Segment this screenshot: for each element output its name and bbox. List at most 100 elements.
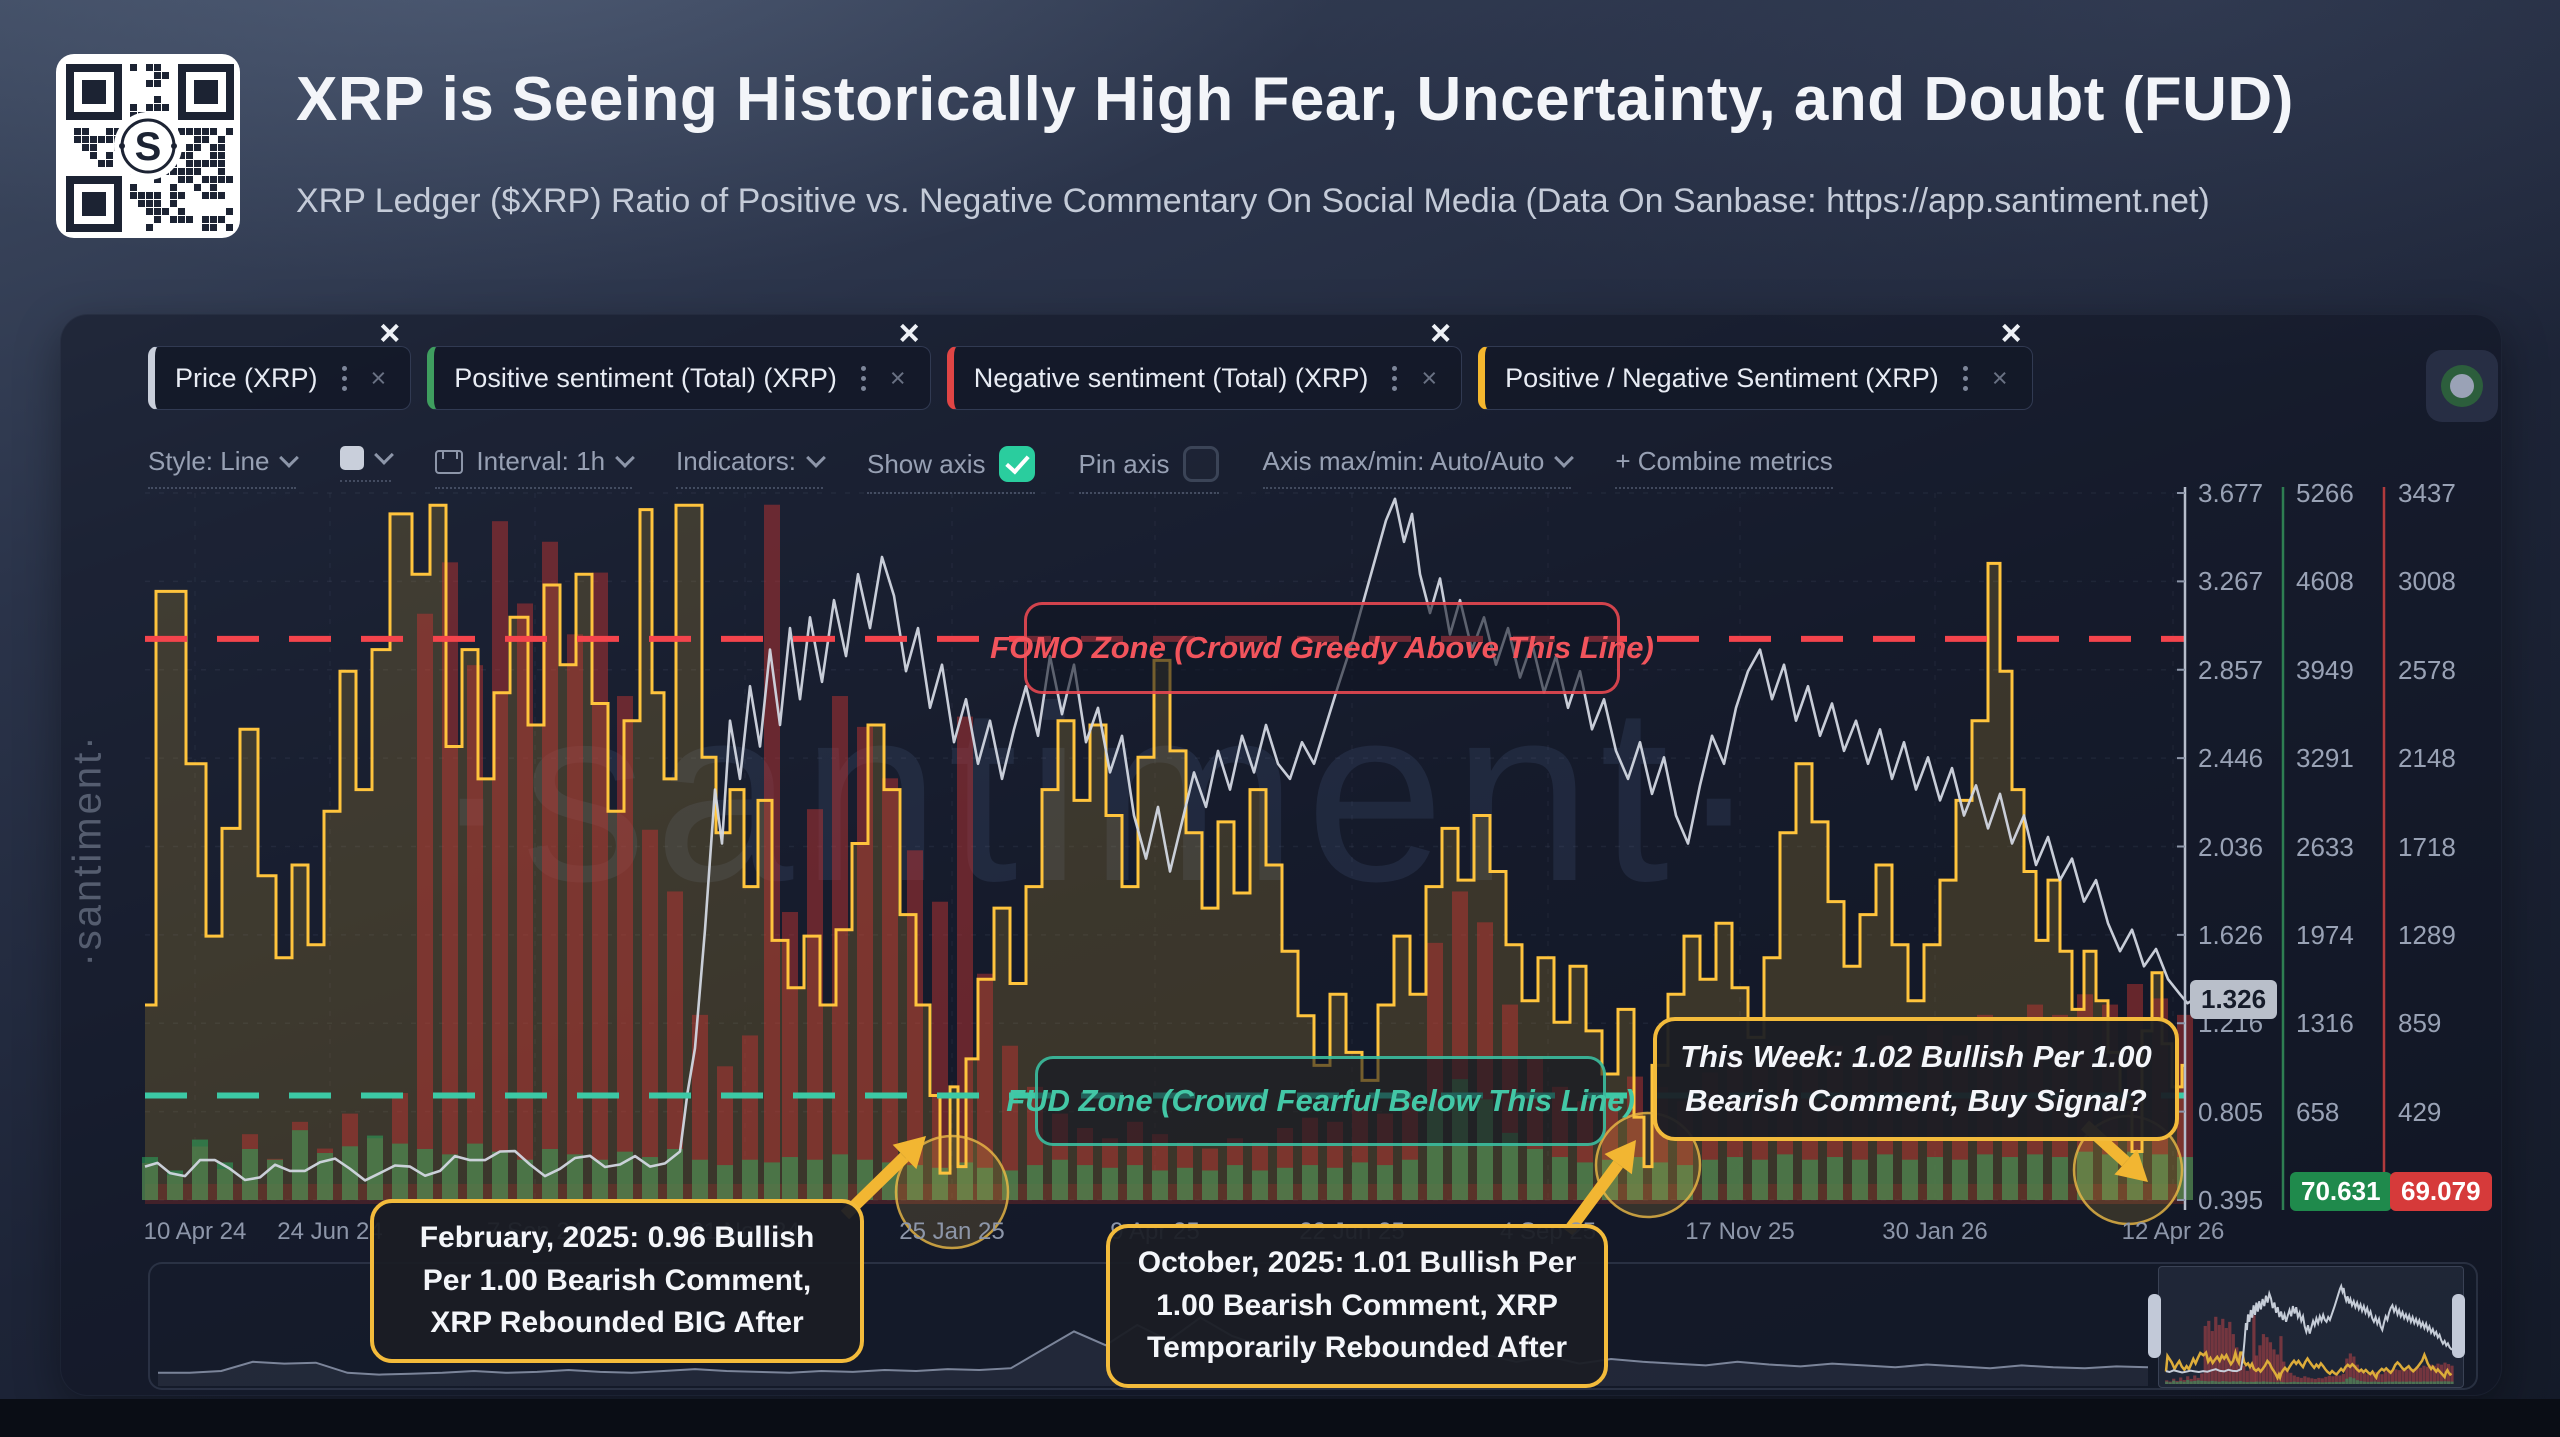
- show-axis-label: Show axis: [867, 448, 986, 479]
- y-tick-label: 2148: [2398, 743, 2456, 774]
- kebab-menu-icon[interactable]: [857, 365, 870, 391]
- annotation-line: This Week: 1.02 Bullish Per 1.00: [1680, 1039, 2152, 1074]
- metric-chip-positive-sentiment[interactable]: Positive sentiment (Total) (XRP) × ×: [427, 315, 931, 410]
- chip-remove-button[interactable]: ×: [898, 312, 920, 353]
- watermark-side: ·santiment·: [65, 733, 110, 967]
- close-icon[interactable]: ×: [370, 362, 387, 393]
- metric-chip-label: Positive / Negative Sentiment (XRP): [1505, 362, 1939, 393]
- color-swatch-icon: [340, 446, 365, 470]
- combine-metrics-button[interactable]: + Combine metrics: [1615, 446, 1833, 489]
- pin-axis-toggle[interactable]: Pin axis: [1078, 446, 1219, 494]
- chevron-down-icon: [806, 448, 826, 468]
- annotation-line: October, 2025: 1.01 Bullish Per: [1137, 1246, 1577, 1279]
- svg-text:S: S: [135, 125, 162, 169]
- y-tick-label: 2.857: [2198, 654, 2264, 685]
- minimap-selection[interactable]: [2158, 1266, 2464, 1388]
- qr-code: S: [56, 54, 240, 238]
- interval-icon: [435, 449, 464, 474]
- annotation-october-2025: October, 2025: 1.01 Bullish Per 1.00 Bea…: [1106, 1224, 1608, 1388]
- positive-sentiment-badge: 70.631: [2290, 1172, 2392, 1211]
- minimap-handle-right[interactable]: [2452, 1294, 2465, 1358]
- price-badge: 1.326: [2190, 980, 2278, 1020]
- style-label: Style: Line: [148, 446, 270, 476]
- y-tick-label: 1289: [2398, 919, 2456, 950]
- combine-metrics-label: + Combine metrics: [1615, 446, 1833, 476]
- x-tick-label: 24 Jun 24: [277, 1218, 383, 1245]
- y-tick-label: 2578: [2398, 654, 2456, 685]
- show-axis-toggle[interactable]: Show axis: [867, 446, 1035, 494]
- y-tick-label: 1316: [2296, 1008, 2354, 1039]
- x-tick-label: 17 Nov 25: [1685, 1218, 1795, 1245]
- watermark-center: ·santiment·: [430, 650, 1768, 937]
- chip-remove-button[interactable]: ×: [379, 312, 401, 353]
- annotation-line: 1.00 Bearish Comment, XRP: [1156, 1288, 1558, 1322]
- y-tick-label: 3008: [2398, 566, 2456, 597]
- record-icon: [2441, 365, 2483, 407]
- x-tick-label: 10 Apr 24: [143, 1218, 247, 1245]
- y-tick-label: 5266: [2296, 478, 2354, 508]
- interval-dropdown[interactable]: Interval: 1h: [435, 446, 635, 489]
- annotation-this-week: This Week: 1.02 Bullish Per 1.00 Bearish…: [1653, 1017, 2179, 1142]
- checkbox-checked-icon[interactable]: [998, 446, 1035, 482]
- axis-maxmin-dropdown[interactable]: Axis max/min: Auto/Auto: [1262, 446, 1575, 489]
- metric-chip-label: Negative sentiment (Total) (XRP): [973, 362, 1369, 393]
- y-tick-label: 429: [2398, 1096, 2442, 1127]
- live-indicator-button[interactable]: [2426, 350, 2498, 422]
- y-tick-label: 3.677: [2198, 478, 2264, 508]
- y-tick-label: 3.267: [2198, 566, 2264, 597]
- y-tick-label: 2.036: [2198, 831, 2264, 862]
- x-tick-label: 30 Jan 26: [1882, 1218, 1988, 1245]
- annotation-line: Per 1.00 Bearish Comment,: [422, 1263, 812, 1297]
- chevron-down-icon: [279, 448, 300, 468]
- metric-chip-pos-neg-ratio[interactable]: Positive / Negative Sentiment (XRP) × ×: [1478, 315, 2033, 410]
- chart-toolbar: Style: Line Interval: 1h Indicators: Sho…: [148, 444, 1833, 494]
- axis-maxmin-label: Axis max/min: Auto/Auto: [1262, 446, 1545, 476]
- annotation-line: Bearish Comment, Buy Signal?: [1685, 1083, 2147, 1119]
- annotation-line: February, 2025: 0.96 Bullish: [419, 1221, 815, 1254]
- y-tick-label: 1.626: [2198, 919, 2264, 950]
- close-icon[interactable]: ×: [1421, 362, 1438, 393]
- y-tick-label: 3291: [2296, 743, 2354, 774]
- color-swatch-dropdown[interactable]: [340, 444, 395, 482]
- y-tick-label: 0.805: [2198, 1096, 2264, 1127]
- close-icon[interactable]: ×: [1991, 362, 2008, 393]
- page-title: XRP is Seeing Historically High Fear, Un…: [296, 65, 2294, 134]
- kebab-menu-icon[interactable]: [1959, 365, 1972, 391]
- metric-chip-label: Price (XRP): [175, 362, 318, 393]
- kebab-menu-icon[interactable]: [1388, 365, 1401, 391]
- metric-chip-negative-sentiment[interactable]: Negative sentiment (Total) (XRP) × ×: [946, 315, 1463, 410]
- x-tick-label: 25 Jan 25: [899, 1218, 1005, 1245]
- negative-sentiment-badge: 69.079: [2390, 1172, 2492, 1211]
- chevron-down-icon: [1554, 448, 1575, 468]
- metric-chip-price[interactable]: Price (XRP) × ×: [148, 315, 412, 410]
- y-tick-label: 4608: [2296, 566, 2354, 597]
- minimap-handle-left[interactable]: [2148, 1294, 2161, 1358]
- y-tick-label: 0.395: [2198, 1185, 2264, 1215]
- style-dropdown[interactable]: Style: Line: [148, 446, 300, 489]
- footer-strip: [0, 1399, 2560, 1437]
- close-icon[interactable]: ×: [889, 362, 906, 393]
- y-tick-label: 859: [2398, 1008, 2442, 1039]
- y-tick-label: 1718: [2398, 831, 2456, 862]
- checkbox-unchecked-icon[interactable]: [1182, 446, 1219, 482]
- page-subtitle: XRP Ledger ($XRP) Ratio of Positive vs. …: [296, 182, 2210, 220]
- chip-remove-button[interactable]: ×: [1430, 312, 1452, 353]
- fomo-zone-label: FOMO Zone (Crowd Greedy Above This Line): [990, 602, 1654, 694]
- chevron-down-icon: [374, 444, 395, 465]
- interval-label: Interval: 1h: [476, 446, 606, 476]
- x-tick-label: 12 Apr 26: [2121, 1218, 2225, 1245]
- fud-zone-label: FUD Zone (Crowd Fearful Below This Line): [1006, 1056, 1635, 1146]
- chip-remove-button[interactable]: ×: [2000, 312, 2022, 353]
- y-tick-label: 658: [2296, 1096, 2340, 1127]
- annotation-line: XRP Rebounded BIG After: [430, 1306, 804, 1340]
- indicators-dropdown[interactable]: Indicators:: [676, 446, 826, 489]
- kebab-menu-icon[interactable]: [338, 365, 351, 391]
- y-tick-label: 3949: [2296, 654, 2354, 685]
- chevron-down-icon: [615, 448, 635, 468]
- y-tick-label: 3437: [2398, 478, 2456, 508]
- annotation-february-2025: February, 2025: 0.96 Bullish Per 1.00 Be…: [370, 1199, 864, 1363]
- metric-chips-row: Price (XRP) × × Positive sentiment (Tota…: [148, 315, 2033, 410]
- pin-axis-label: Pin axis: [1078, 448, 1170, 479]
- y-tick-label: 2633: [2296, 831, 2354, 862]
